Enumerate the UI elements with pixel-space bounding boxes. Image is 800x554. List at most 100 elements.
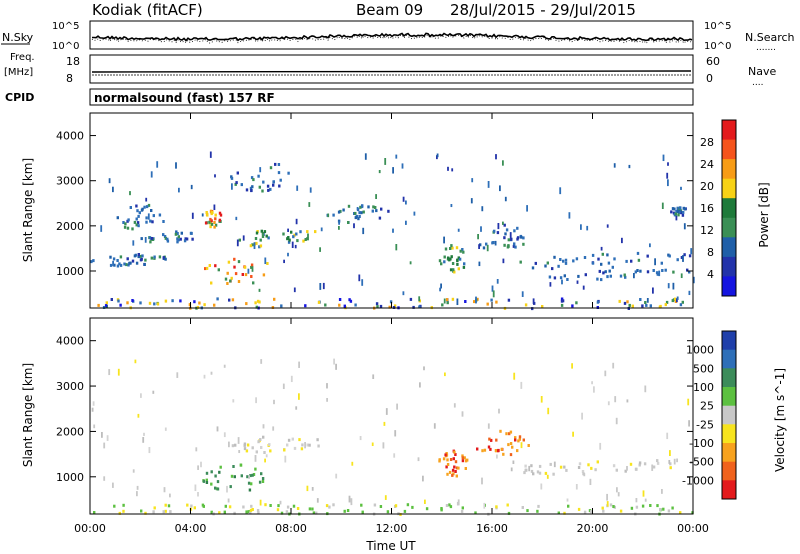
echo-cell — [324, 303, 327, 307]
echo-cell — [624, 275, 627, 279]
echo-cell — [261, 235, 265, 238]
echo-cell — [246, 475, 249, 479]
echo-cell — [549, 462, 552, 466]
echo-speckle — [591, 381, 593, 385]
echo-cell — [122, 503, 125, 507]
echo-speckle — [675, 215, 678, 221]
echo-speckle — [450, 204, 453, 208]
echo-cell — [210, 222, 214, 226]
echo-cell — [230, 176, 234, 180]
echo-speckle — [112, 482, 114, 488]
echo-cell — [509, 442, 513, 445]
echo-speckle — [150, 171, 153, 178]
echo-cell — [269, 187, 272, 191]
echo-speckle — [521, 291, 524, 297]
echo-cell — [578, 462, 582, 466]
echo-cell — [239, 463, 243, 467]
echo-cell — [343, 304, 346, 308]
echo-cell — [601, 506, 604, 510]
echo-cell — [455, 246, 459, 250]
echo-cell — [646, 254, 649, 258]
echo-speckle — [358, 274, 361, 282]
echo-cell — [637, 258, 641, 262]
echo-cell — [688, 254, 692, 258]
echo-cell — [452, 457, 455, 461]
echo-cell — [451, 297, 455, 301]
echo-cell — [406, 503, 410, 507]
echo-cell — [360, 211, 363, 215]
echo-cell — [269, 504, 272, 507]
velocity-cbar-label: Velocity [m s^-1] — [773, 368, 787, 472]
echo-speckle — [661, 489, 663, 494]
echo-speckle — [264, 458, 266, 463]
echo-speckle — [586, 225, 589, 231]
echo-speckle — [129, 191, 131, 196]
echo-cell — [249, 511, 252, 515]
station-title: Kodiak (fitACF) — [92, 1, 203, 19]
echo-cell — [379, 304, 383, 308]
echo-cell — [502, 452, 505, 456]
echo-cell — [349, 299, 353, 303]
colorbar-swatch — [722, 256, 736, 277]
echo-speckle — [259, 167, 262, 173]
echo-cell — [104, 304, 108, 308]
echo-cell — [522, 438, 525, 442]
echo-cell — [670, 210, 673, 214]
echo-cell — [618, 299, 621, 303]
echo-cell — [453, 450, 456, 454]
echo-cell — [354, 211, 357, 215]
echo-cell — [443, 255, 446, 259]
echo-cell — [145, 205, 149, 209]
echo-cell — [226, 282, 229, 285]
echo-cell — [277, 163, 281, 166]
echo-cell — [296, 507, 300, 510]
echo-cell — [500, 447, 503, 451]
colorbar-tick-label: 8 — [707, 246, 714, 259]
echo-speckle — [92, 401, 95, 406]
echo-cell — [113, 504, 116, 508]
echo-speckle — [673, 458, 676, 465]
echo-cell — [676, 206, 679, 210]
echo-cell — [639, 298, 642, 301]
echo-cell — [456, 262, 459, 266]
echo-speckle — [145, 197, 148, 202]
echo-cell — [453, 465, 456, 469]
echo-cell — [553, 255, 556, 259]
echo-cell — [557, 511, 560, 515]
colorbar-frame — [721, 119, 737, 297]
colorbar-tick-label: 16 — [700, 202, 714, 215]
echo-cell — [668, 254, 671, 258]
echo-cell — [681, 213, 685, 217]
echo-cell — [461, 459, 465, 463]
date-range: 28/Jul/2015 - 29/Jul/2015 — [450, 1, 636, 19]
echo-cell — [90, 260, 93, 264]
echo-cell — [150, 237, 154, 240]
echo-cell — [257, 511, 260, 515]
xlabel: Time UT — [365, 539, 416, 553]
echo-speckle — [676, 458, 678, 463]
echo-cell — [231, 444, 235, 448]
colorbar-tick-label: -100 — [689, 437, 714, 450]
colorbar-tick-label: 28 — [700, 136, 714, 149]
y-tick-label: 2000 — [56, 425, 84, 438]
echo-speckle — [599, 442, 602, 450]
echo-region-echo-1500-1700 — [479, 223, 525, 250]
echo-cell — [557, 264, 560, 268]
echo-cell — [249, 186, 253, 190]
echo-cell — [544, 471, 548, 475]
echo-speckle — [223, 364, 226, 368]
echo-speckle — [147, 213, 150, 220]
echo-cell — [440, 262, 443, 266]
echo-cell — [507, 443, 510, 447]
echo-speckle — [413, 211, 416, 216]
echo-speckle — [232, 399, 235, 403]
echo-cell — [240, 474, 243, 478]
echo-speckle — [361, 279, 364, 286]
echo-cell — [277, 171, 281, 175]
echo-cell — [519, 260, 522, 264]
echo-speckle — [273, 399, 275, 405]
echo-speckle — [633, 273, 635, 279]
echo-cell — [672, 270, 675, 274]
echo-speckle — [423, 366, 425, 371]
echo-speckle — [195, 447, 198, 452]
